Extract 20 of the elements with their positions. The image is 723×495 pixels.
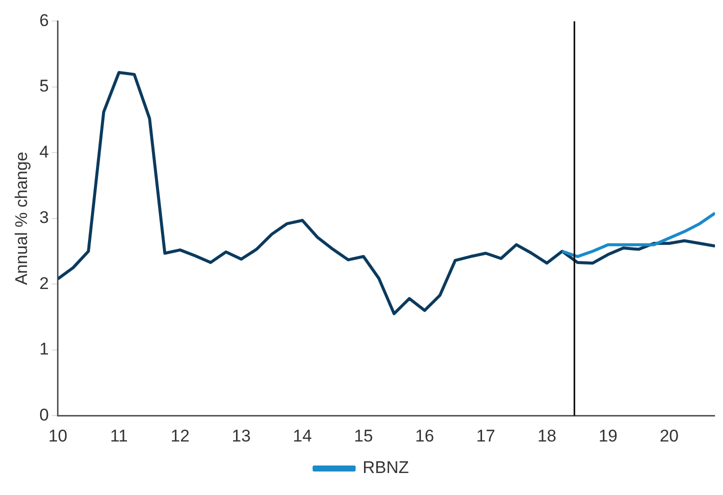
x-tick-label: 18 (537, 426, 556, 446)
y-axis-title: Annual % change (12, 152, 31, 286)
y-tick-label: 5 (39, 76, 49, 96)
x-tick-label: 19 (598, 426, 618, 446)
x-tick-label: 13 (232, 426, 251, 446)
legend-label: RBNZ (362, 458, 409, 478)
x-tick-label: 14 (292, 426, 312, 446)
y-tick-label: 2 (39, 274, 49, 293)
y-tick-label: 4 (39, 142, 49, 162)
x-tick-label: 17 (476, 426, 496, 446)
y-tick-label: 1 (39, 340, 49, 359)
y-tick-label: 0 (39, 405, 49, 424)
x-tick-label: 16 (415, 426, 434, 446)
y-tick-label: 6 (39, 10, 49, 30)
x-tick-label: 20 (660, 426, 679, 446)
x-tick-label: 15 (354, 426, 373, 446)
y-tick-label: 3 (39, 208, 49, 228)
x-tick-label: 12 (170, 426, 190, 446)
x-tick-label: 11 (110, 426, 128, 446)
x-tick-label: 10 (48, 426, 68, 446)
